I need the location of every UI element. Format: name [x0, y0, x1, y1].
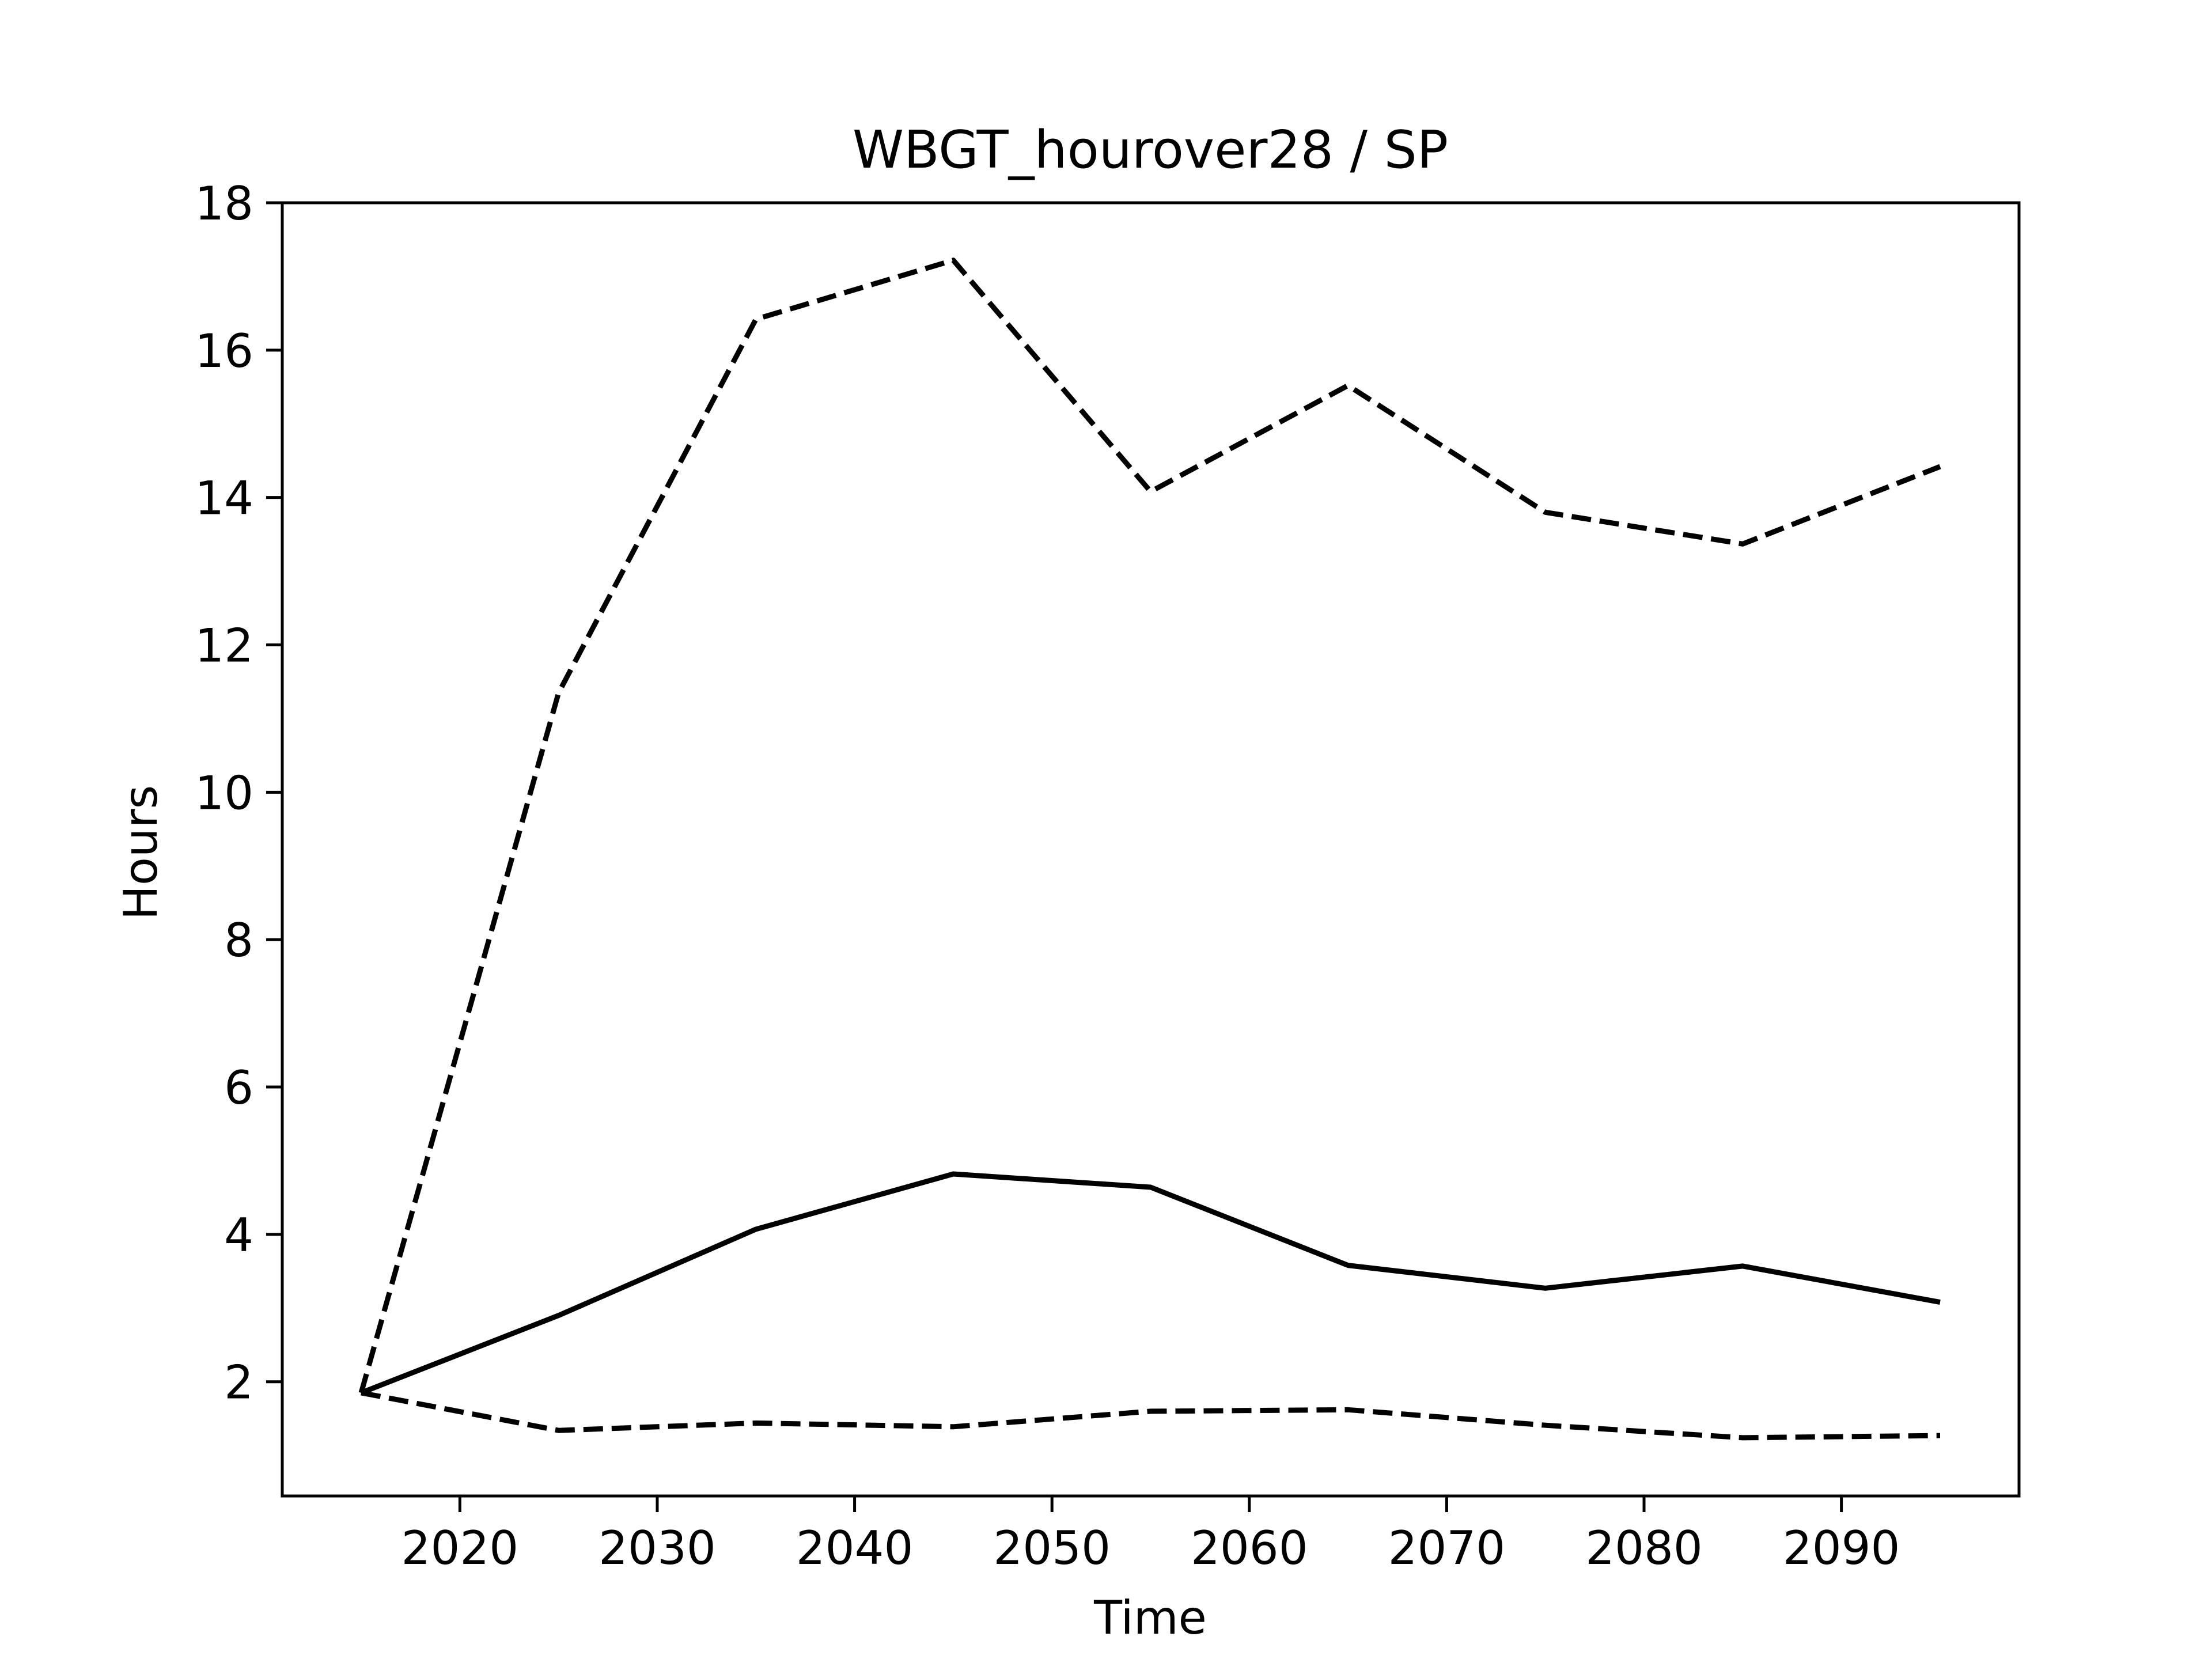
- series-line-1: [360, 1171, 1941, 1396]
- x-tick-label: 2090: [1783, 1521, 1900, 1575]
- x-axis-label: Time: [1093, 1591, 1207, 1645]
- y-tick-label: 10: [195, 766, 253, 820]
- x-tick-label: 2080: [1585, 1521, 1703, 1575]
- y-axis-label: Hours: [114, 785, 168, 920]
- y-tick-label: 2: [224, 1356, 253, 1410]
- y-tick-label: 12: [195, 619, 253, 673]
- x-tick-label: 2040: [796, 1521, 914, 1575]
- series-line-3: [361, 1390, 1941, 1441]
- axes-frame: [281, 201, 2021, 1498]
- x-tick-label: 2070: [1388, 1521, 1506, 1575]
- y-tick-label: 8: [224, 914, 253, 967]
- x-axis: 2020 2030 2040 2050 2060 2070 2080 2090: [402, 1496, 1900, 1575]
- x-tick-label: 2030: [599, 1521, 716, 1575]
- chart-title: WBGT_hourover28 / SP: [853, 120, 1448, 180]
- y-axis: 2 4 6 8 10 12 14 16 18: [195, 177, 282, 1410]
- y-tick-label: 4: [224, 1209, 253, 1262]
- x-tick-label: 2050: [993, 1521, 1111, 1575]
- x-tick-label: 2020: [402, 1521, 519, 1575]
- y-tick-label: 18: [195, 177, 253, 230]
- x-tick-label: 2060: [1191, 1521, 1308, 1575]
- series-layer: [358, 257, 1941, 1441]
- y-tick-label: 16: [195, 324, 253, 378]
- y-tick-label: 14: [195, 472, 253, 525]
- y-tick-label: 6: [224, 1061, 253, 1115]
